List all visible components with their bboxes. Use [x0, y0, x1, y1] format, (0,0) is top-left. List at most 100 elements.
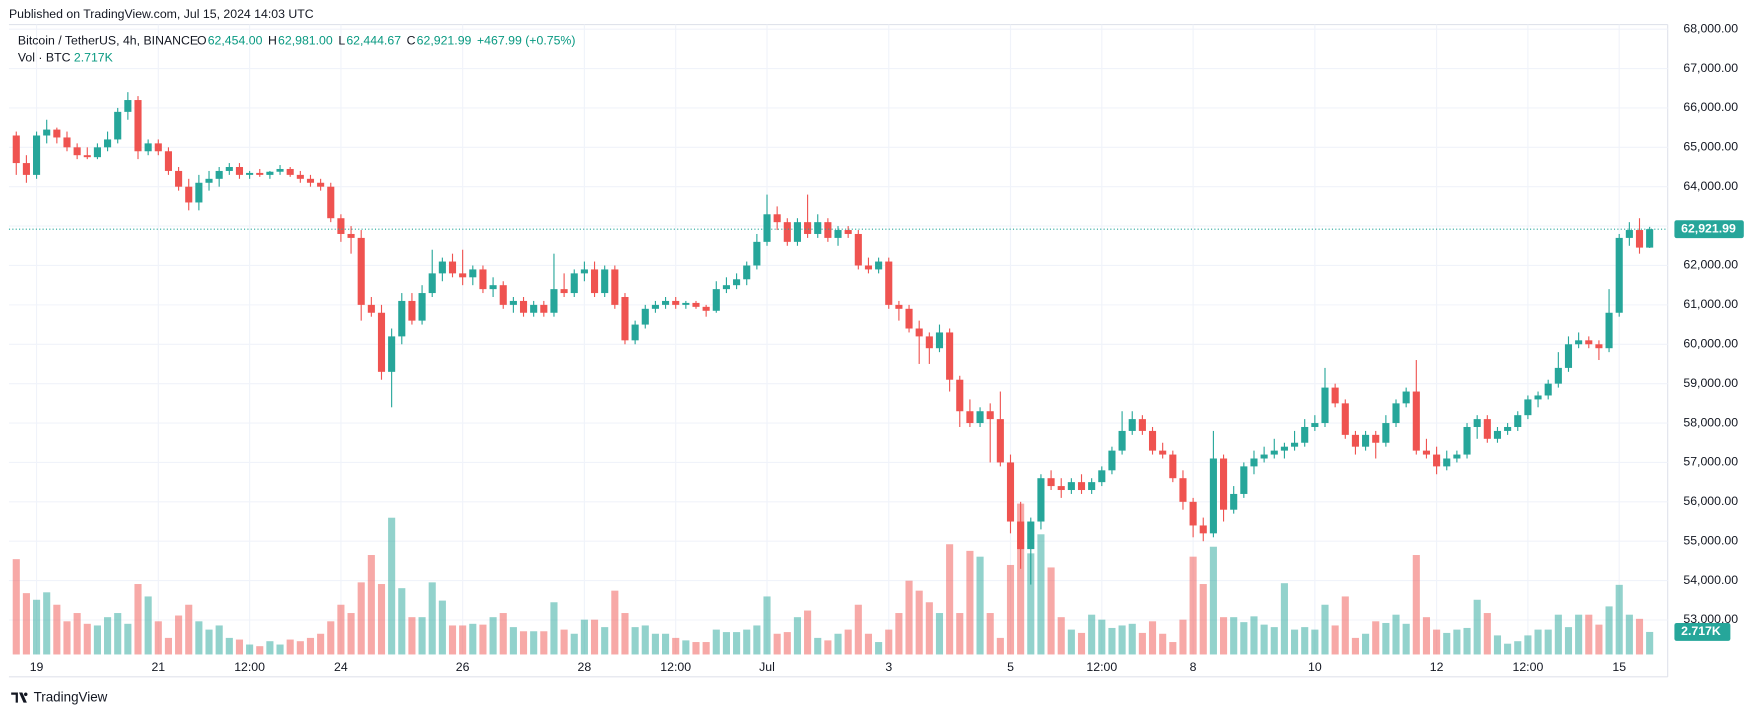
volume-bar: [347, 613, 355, 655]
candle-body: [1301, 426, 1309, 443]
volume-bar: [114, 613, 122, 655]
volume-bar: [1412, 555, 1420, 655]
volume-bar: [1108, 627, 1116, 655]
candle-body: [1483, 419, 1491, 439]
candle-body: [256, 172, 264, 175]
candle-body: [1605, 312, 1613, 349]
axes: 53,000.00 54,000.00 55,000.00 56,000.00 57,0…: [8, 21, 1744, 674]
volume-bar: [1341, 596, 1349, 655]
candle-body: [357, 237, 365, 305]
candle-body: [844, 230, 852, 234]
volume-bar: [256, 646, 264, 655]
volume-bar: [1504, 643, 1512, 655]
volume-bar: [398, 588, 406, 655]
volume-label: 2.717K: [1681, 624, 1721, 638]
volume-bar: [1564, 627, 1573, 655]
candle-body: [540, 304, 548, 313]
volume-bar: [317, 633, 325, 655]
x-tick-label: 12: [1430, 660, 1444, 674]
candle-body: [915, 328, 923, 337]
candle-body: [641, 308, 649, 325]
volume-bar: [388, 517, 396, 655]
x-tick-label: 12:00: [234, 660, 265, 674]
volume-bar: [915, 590, 923, 655]
field-value: 62,981.00: [278, 34, 333, 48]
volume-bar: [712, 629, 720, 655]
candle-body: [692, 302, 700, 307]
candle-body: [956, 379, 964, 412]
volume-bar: [1514, 641, 1522, 655]
candle-body: [337, 218, 345, 234]
candle-body: [601, 269, 609, 294]
candle-body: [966, 411, 974, 424]
volume-bar: [1230, 617, 1238, 655]
y-tick-label: 66,000.00: [1683, 100, 1738, 114]
volume-bar: [83, 623, 91, 655]
volume-bar: [1595, 624, 1603, 655]
volume-bar: [33, 599, 41, 655]
volume-bar: [1017, 503, 1025, 655]
volume-bar: [946, 544, 954, 655]
volume-bar: [1524, 635, 1532, 655]
candle-body: [489, 285, 497, 290]
x-tick-label: 12:00: [1086, 660, 1117, 674]
volume-bar: [357, 582, 365, 655]
volume-label-box: [1674, 623, 1731, 641]
volume-bar: [337, 604, 345, 655]
volume-bar: [104, 617, 112, 655]
y-tick-label: 57,000.00: [1683, 455, 1738, 469]
candle-body: [824, 222, 832, 238]
y-tick-label: 65,000.00: [1683, 140, 1738, 154]
candle-body: [438, 261, 446, 274]
candle-body: [1179, 478, 1187, 502]
x-tick-label: 21: [151, 660, 165, 674]
candle-body: [976, 411, 984, 424]
candle-body: [631, 324, 639, 341]
candle-body: [175, 170, 183, 187]
volume-bar: [296, 641, 304, 655]
volume-bar: [1453, 629, 1461, 655]
y-tick-label: 58,000.00: [1683, 415, 1738, 429]
volume-bar: [205, 629, 213, 655]
x-tick-label: 12:00: [1513, 660, 1544, 674]
volume-bar: [408, 617, 416, 655]
candle-body: [1169, 454, 1177, 479]
volume-bar: [438, 600, 446, 655]
candle-body: [509, 300, 517, 305]
candle-body: [1493, 430, 1502, 439]
volume-bar: [1118, 625, 1126, 655]
volume-bar: [63, 621, 71, 655]
volume-bar: [377, 584, 386, 655]
field-value: 62,921.99: [417, 34, 472, 48]
volume-bar: [1473, 599, 1481, 655]
volume-bar: [276, 644, 284, 655]
candle-body: [428, 273, 436, 294]
candle-body: [1331, 387, 1339, 404]
volume-bar: [1077, 632, 1086, 655]
volume-bar: [1128, 623, 1136, 655]
candle-body: [22, 163, 30, 175]
volume-bar: [246, 644, 254, 655]
candle-body: [266, 171, 274, 175]
candle-body: [1017, 521, 1025, 550]
volume-bar: [743, 629, 751, 655]
candle-body: [1148, 430, 1157, 451]
candle-body: [448, 261, 457, 274]
volume-bar: [540, 631, 548, 655]
candle-body: [33, 135, 41, 175]
candle-body: [1575, 340, 1583, 345]
candle-body: [733, 279, 741, 286]
volume-bar: [834, 633, 842, 655]
volume-bar: [22, 593, 30, 655]
volume-bar: [124, 623, 132, 655]
y-tick-label: 67,000.00: [1683, 61, 1738, 75]
y-tick-label: 61,000.00: [1683, 297, 1738, 311]
candle-body: [1473, 419, 1481, 427]
candle-body: [215, 170, 223, 179]
candle-body: [550, 289, 558, 313]
candle-body: [479, 269, 487, 290]
candle-body: [276, 168, 284, 172]
candle-body: [519, 300, 528, 313]
candle-body: [459, 273, 467, 278]
